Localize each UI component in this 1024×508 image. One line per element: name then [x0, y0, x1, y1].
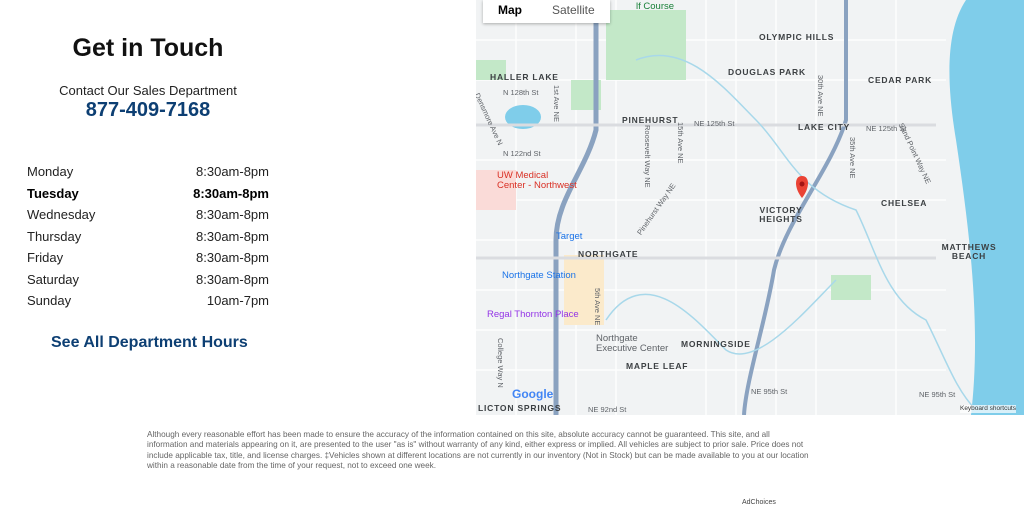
- neighborhood-label: NORTHGATE: [578, 249, 639, 259]
- neighborhood-label: DOUGLAS PARK: [728, 67, 806, 77]
- tab-satellite[interactable]: Satellite: [552, 3, 595, 17]
- hours-table: Monday 8:30am-8pm Tuesday 8:30am-8pm Wednesd…: [27, 161, 269, 312]
- street-label: NE 125th St: [694, 119, 735, 128]
- poi-label: Northgate Executive Center: [596, 333, 669, 354]
- neighborhood-label: MATTHEWS BEACH: [941, 242, 997, 261]
- day-label: Sunday: [27, 293, 72, 308]
- disclaimer: Although every reasonable effort has bee…: [147, 430, 809, 470]
- street-label: NE 95th St: [751, 387, 788, 396]
- street-label: 1st Ave NE: [552, 85, 561, 122]
- street-label: 5th Ave NE: [593, 288, 602, 326]
- hours-row: Wednesday 8:30am-8pm: [27, 204, 269, 226]
- contact-panel: Get in Touch Contact Our Sales Departmen…: [0, 0, 476, 415]
- hours-row: Tuesday 8:30am-8pm: [27, 183, 269, 205]
- map-canvas: [476, 0, 1024, 415]
- street-label: College Way N: [496, 338, 505, 388]
- hours-row: Sunday 10am-7pm: [27, 290, 269, 312]
- poi-label: lf Course: [636, 1, 675, 12]
- google-logo: Google: [512, 387, 554, 401]
- poi-label: Target: [556, 231, 583, 242]
- hours-row: Monday 8:30am-8pm: [27, 161, 269, 183]
- neighborhood-label: LICTON SPRINGS: [478, 403, 562, 413]
- map-type-tabs: Map Satellite: [483, 0, 610, 23]
- hours-row: Thursday 8:30am-8pm: [27, 226, 269, 248]
- street-label: Roosevelt Way NE: [643, 125, 652, 188]
- neighborhood-label: CEDAR PARK: [868, 75, 933, 85]
- street-label: NE 125th St: [866, 124, 907, 133]
- neighborhood-label: OLYMPIC HILLS: [759, 32, 835, 42]
- neighborhood-label: HALLER LAKE: [490, 72, 559, 82]
- department-label: Contact Our Sales Department: [59, 83, 237, 98]
- hours-value: 8:30am-8pm: [196, 228, 269, 244]
- poi-label: Regal Thornton Place: [487, 309, 579, 320]
- tab-map[interactable]: Map: [498, 3, 522, 17]
- phone-link[interactable]: 877-409-7168: [85, 99, 211, 121]
- hours-value: 10am-7pm: [206, 293, 269, 308]
- neighborhood-label: LAKE CITY: [798, 122, 851, 132]
- day-label: Tuesday: [27, 185, 79, 201]
- day-label: Friday: [27, 250, 64, 265]
- day-label: Wednesday: [27, 207, 96, 222]
- neighborhood-label: MAPLE LEAF: [626, 361, 689, 371]
- street-label: NE 92nd St: [588, 405, 627, 414]
- keyboard-shortcuts-link[interactable]: Keyboard shortcuts: [959, 405, 1016, 413]
- hours-value: 8:30am-8pm: [196, 250, 269, 265]
- hours-value: 8:30am-8pm: [193, 185, 269, 201]
- map[interactable]: OLYMPIC HILLS DOUGLAS PARK CEDAR PARK HALLE…: [476, 0, 1024, 415]
- street-label: NE 95th St: [919, 390, 956, 399]
- neighborhood-label: MORNINGSIDE: [681, 339, 751, 349]
- day-label: Thursday: [27, 228, 82, 244]
- street-label: 15th Ave NE: [676, 122, 685, 164]
- hours-row: Saturday 8:30am-8pm: [27, 269, 269, 291]
- neighborhood-label: CHELSEA: [881, 198, 928, 208]
- hours-value: 8:30am-8pm: [196, 164, 269, 179]
- poi-label: UW Medical Center - Northwest: [497, 170, 577, 191]
- neighborhood-label: PINEHURST: [622, 115, 679, 125]
- see-all-hours-link[interactable]: See All Department Hours: [51, 334, 248, 351]
- hours-value: 8:30am-8pm: [196, 271, 269, 287]
- location-pin-icon: [796, 176, 808, 198]
- street-label: 35th Ave NE: [848, 137, 857, 179]
- hours-value: 8:30am-8pm: [196, 207, 269, 222]
- street-label: 30th Ave NE: [816, 75, 825, 117]
- day-label: Saturday: [27, 271, 80, 287]
- poi-label: Northgate Station: [502, 270, 576, 281]
- street-label: N 122nd St: [503, 149, 541, 158]
- street-label: N 128th St: [503, 88, 539, 97]
- hours-row: Friday 8:30am-8pm: [27, 247, 269, 269]
- day-label: Monday: [27, 164, 74, 179]
- adchoices-link[interactable]: AdChoices: [742, 499, 776, 506]
- page-title: Get in Touch: [72, 34, 224, 62]
- neighborhood-label: VICTORY HEIGHTS: [759, 205, 803, 224]
